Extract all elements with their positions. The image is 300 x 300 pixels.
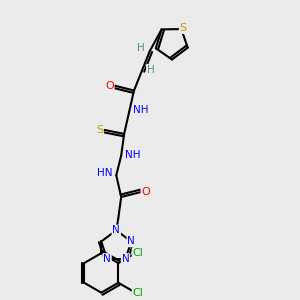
Text: HN: HN: [97, 168, 112, 178]
Text: N: N: [128, 236, 135, 246]
Text: N: N: [112, 226, 120, 236]
Text: N: N: [122, 254, 129, 264]
Text: NH: NH: [125, 150, 141, 160]
Text: N: N: [103, 254, 111, 264]
Text: S: S: [96, 125, 103, 135]
Text: NH: NH: [133, 105, 149, 115]
Text: O: O: [142, 187, 150, 197]
Text: S: S: [180, 23, 187, 33]
Text: H: H: [137, 43, 145, 53]
Text: H: H: [147, 65, 154, 75]
Text: Cl: Cl: [133, 248, 143, 258]
Text: O: O: [105, 81, 114, 91]
Text: Cl: Cl: [133, 288, 143, 298]
